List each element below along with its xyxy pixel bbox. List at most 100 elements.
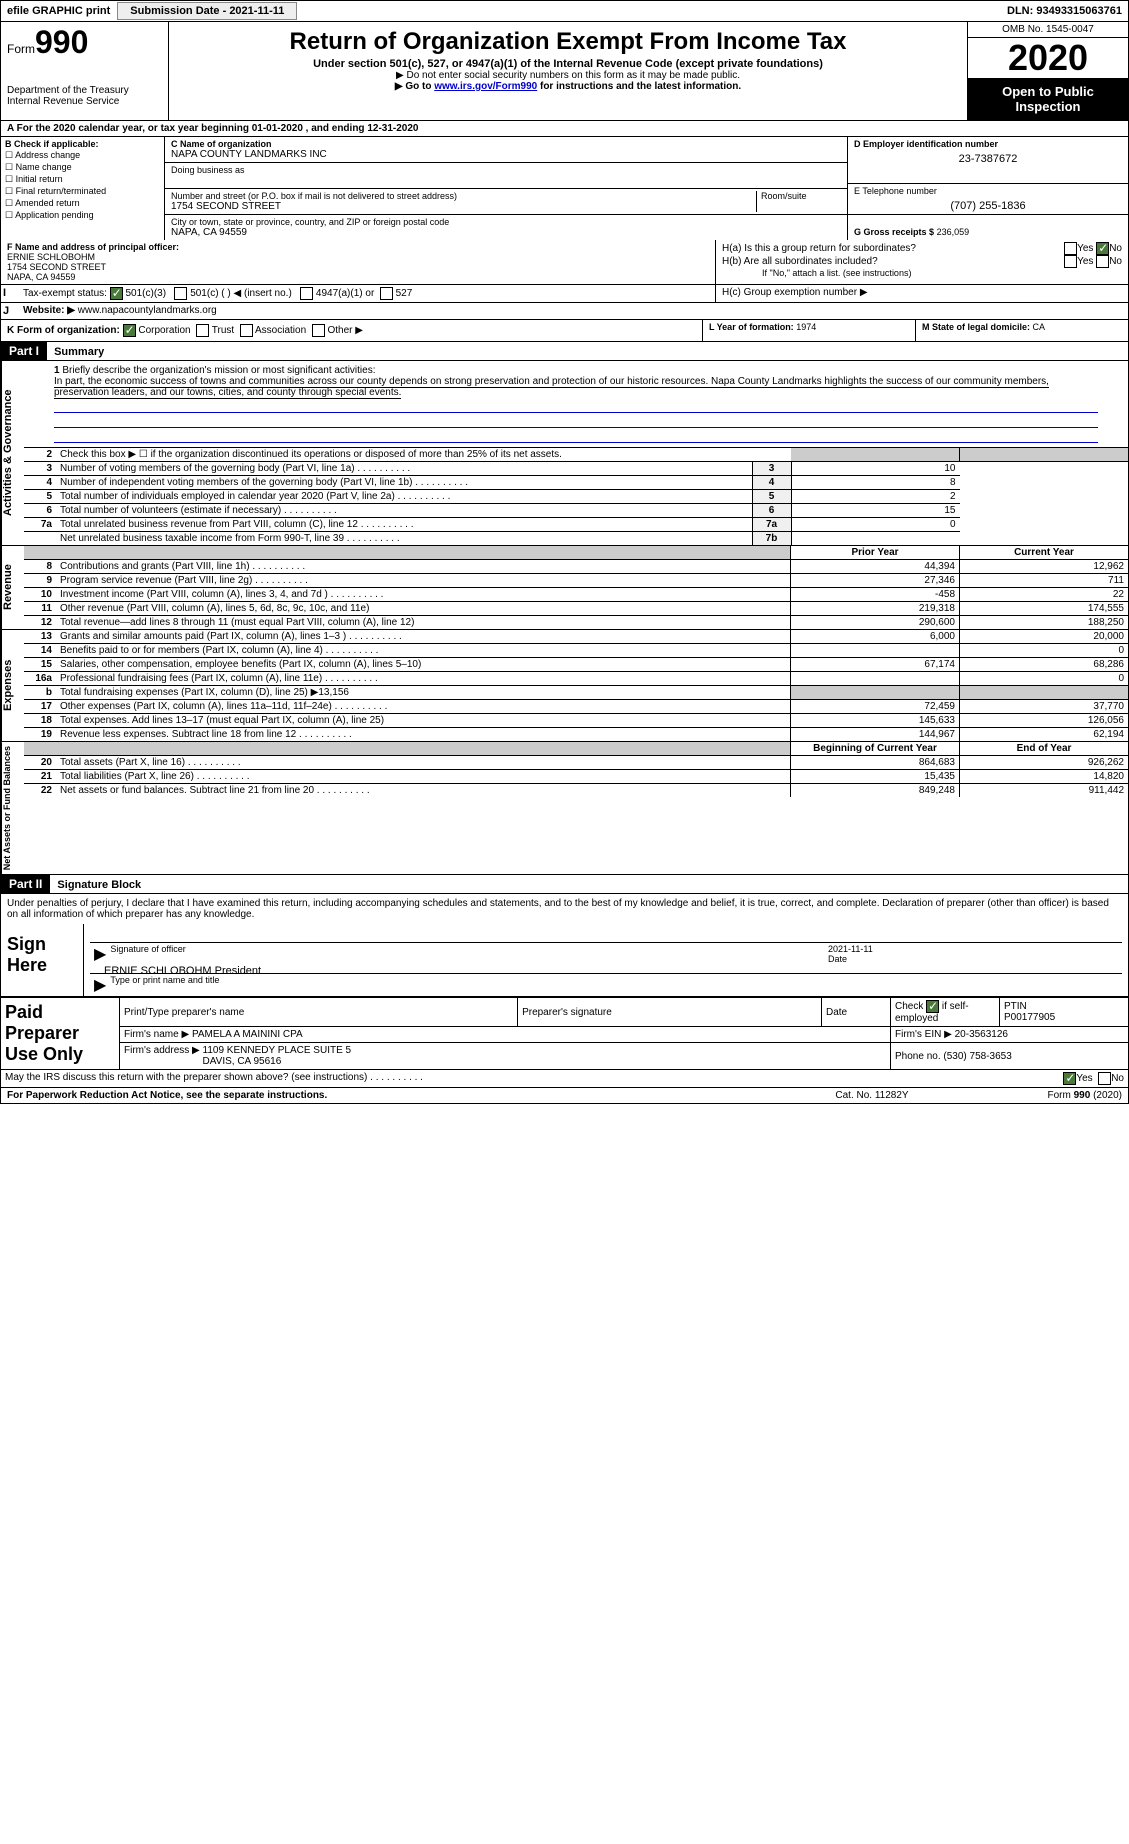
omb-number: OMB No. 1545-0047: [968, 22, 1128, 38]
line9-cy: 711: [960, 574, 1129, 588]
line20-py: 864,683: [791, 756, 960, 770]
line5-text: Total number of individuals employed in …: [56, 490, 752, 504]
check-application-pending[interactable]: ☐ Application pending: [5, 210, 160, 221]
check-corporation[interactable]: [123, 324, 136, 337]
line13-py: 6,000: [791, 630, 960, 644]
street-address: 1754 SECOND STREET: [171, 201, 281, 212]
prep-sig-hdr: Preparer's signature: [518, 998, 822, 1027]
line17-cy: 37,770: [960, 700, 1129, 714]
line17-py: 72,459: [791, 700, 960, 714]
line5-val: 2: [791, 490, 960, 504]
state-domicile-label: M State of legal domicile:: [922, 322, 1030, 332]
line12-py: 290,600: [791, 616, 960, 630]
firm-ein-label: Firm's EIN ▶: [895, 1029, 952, 1040]
line11-cy: 174,555: [960, 602, 1129, 616]
line4-val: 8: [791, 476, 960, 490]
page-footer: For Paperwork Reduction Act Notice, see …: [0, 1088, 1129, 1104]
line18-py: 145,633: [791, 714, 960, 728]
sig-date-label: Date: [828, 954, 847, 964]
department-label: Department of the Treasury Internal Reve…: [7, 85, 162, 107]
sign-here-label: Sign Here: [1, 924, 84, 996]
line10-cy: 22: [960, 588, 1129, 602]
line3-val: 10: [791, 462, 960, 476]
declaration-text: Under penalties of perjury, I declare th…: [1, 894, 1128, 924]
ha-yesno[interactable]: Yes No: [1064, 242, 1122, 255]
check-association[interactable]: [240, 324, 253, 337]
part2-header: Part II: [1, 875, 50, 893]
instructions-link-line: ▶ Go to www.irs.gov/Form990 for instruct…: [173, 81, 963, 92]
line7b-text: Net unrelated business taxable income fr…: [56, 532, 752, 546]
form-title: Return of Organization Exempt From Incom…: [173, 28, 963, 56]
line8-py: 44,394: [791, 560, 960, 574]
line22-text: Net assets or fund balances. Subtract li…: [56, 784, 791, 798]
line12-cy: 188,250: [960, 616, 1129, 630]
vtab-revenue: Revenue: [1, 546, 24, 629]
city-label: City or town, state or province, country…: [171, 217, 841, 227]
firm-phone-label: Phone no.: [895, 1051, 941, 1062]
line22-py: 849,248: [791, 784, 960, 798]
street-label: Number and street (or P.O. box if mail i…: [171, 191, 752, 201]
line13-cy: 20,000: [960, 630, 1129, 644]
firm-addr-label: Firm's address ▶: [124, 1045, 200, 1056]
firm-name: PAMELA A MAININI CPA: [192, 1029, 303, 1040]
tax-year: 2020: [968, 38, 1128, 78]
line15-text: Salaries, other compensation, employee b…: [56, 658, 791, 672]
vtab-expenses: Expenses: [1, 630, 24, 741]
line14-text: Benefits paid to or for members (Part IX…: [56, 644, 791, 658]
check-501c[interactable]: [174, 287, 187, 300]
q1-text: In part, the economic success of towns a…: [54, 376, 1049, 399]
line7a-val: 0: [791, 518, 960, 532]
line20-text: Total assets (Part X, line 16): [56, 756, 791, 770]
prep-selfemp: Check if self-employed: [891, 998, 1000, 1027]
tax-exempt-status: Tax-exempt status: 501(c)(3) 501(c) ( ) …: [19, 285, 715, 302]
city-state-zip: NAPA, CA 94559: [171, 227, 247, 238]
check-final-return[interactable]: ☐ Final return/terminated: [5, 186, 160, 197]
submission-date-button[interactable]: Submission Date - 2021-11-11: [117, 2, 297, 20]
line11-py: 219,318: [791, 602, 960, 616]
officer-addr1: 1754 SECOND STREET: [7, 262, 106, 272]
vtab-net-assets: Net Assets or Fund Balances: [1, 742, 24, 874]
org-name-label: C Name of organization: [171, 139, 272, 149]
line9-py: 27,346: [791, 574, 960, 588]
hb-yesno[interactable]: Yes No: [1064, 255, 1122, 268]
line7a-text: Total unrelated business revenue from Pa…: [56, 518, 752, 532]
line6-val: 15: [791, 504, 960, 518]
room-label: Room/suite: [761, 191, 841, 201]
line22-cy: 911,442: [960, 784, 1129, 798]
check-trust[interactable]: [196, 324, 209, 337]
check-527[interactable]: [380, 287, 393, 300]
prior-year-hdr: Prior Year: [791, 546, 960, 560]
dln-label: DLN: 93493315063761: [1001, 3, 1128, 19]
check-501c3[interactable]: [110, 287, 123, 300]
line19-cy: 62,194: [960, 728, 1129, 742]
check-4947[interactable]: [300, 287, 313, 300]
hb-label: H(b) Are all subordinates included?: [722, 256, 982, 267]
line21-py: 15,435: [791, 770, 960, 784]
end-year-hdr: End of Year: [960, 742, 1129, 756]
hc-label: H(c) Group exemption number ▶: [715, 285, 1128, 302]
firm-phone: (530) 758-3653: [943, 1051, 1011, 1062]
line15-cy: 68,286: [960, 658, 1129, 672]
officer-label: F Name and address of principal officer:: [7, 242, 179, 252]
check-amended-return[interactable]: ☐ Amended return: [5, 198, 160, 209]
gross-receipts-label: G Gross receipts $: [854, 227, 934, 237]
check-other[interactable]: [312, 324, 325, 337]
check-name-change[interactable]: ☐ Name change: [5, 162, 160, 173]
check-address-change[interactable]: ☐ Address change: [5, 150, 160, 161]
officer-addr2: NAPA, CA 94559: [7, 272, 75, 282]
line19-text: Revenue less expenses. Subtract line 18 …: [56, 728, 791, 742]
line8-cy: 12,962: [960, 560, 1129, 574]
discuss-yesno[interactable]: Yes No: [1063, 1072, 1124, 1085]
line14-py: [791, 644, 960, 658]
line16a-py: [791, 672, 960, 686]
line16a-text: Professional fundraising fees (Part IX, …: [56, 672, 791, 686]
ptin-value: P00177905: [1004, 1012, 1055, 1023]
year-formation: 1974: [796, 322, 816, 332]
line11-text: Other revenue (Part VIII, column (A), li…: [56, 602, 791, 616]
check-initial-return[interactable]: ☐ Initial return: [5, 174, 160, 185]
h-note: If "No," attach a list. (see instruction…: [722, 268, 1122, 278]
irs-link[interactable]: www.irs.gov/Form990: [434, 81, 537, 92]
form-subtitle: Under section 501(c), 527, or 4947(a)(1)…: [173, 58, 963, 70]
sig-officer-label: Signature of officer: [110, 944, 828, 964]
form-of-org: K Form of organization: Corporation Trus…: [1, 320, 702, 341]
